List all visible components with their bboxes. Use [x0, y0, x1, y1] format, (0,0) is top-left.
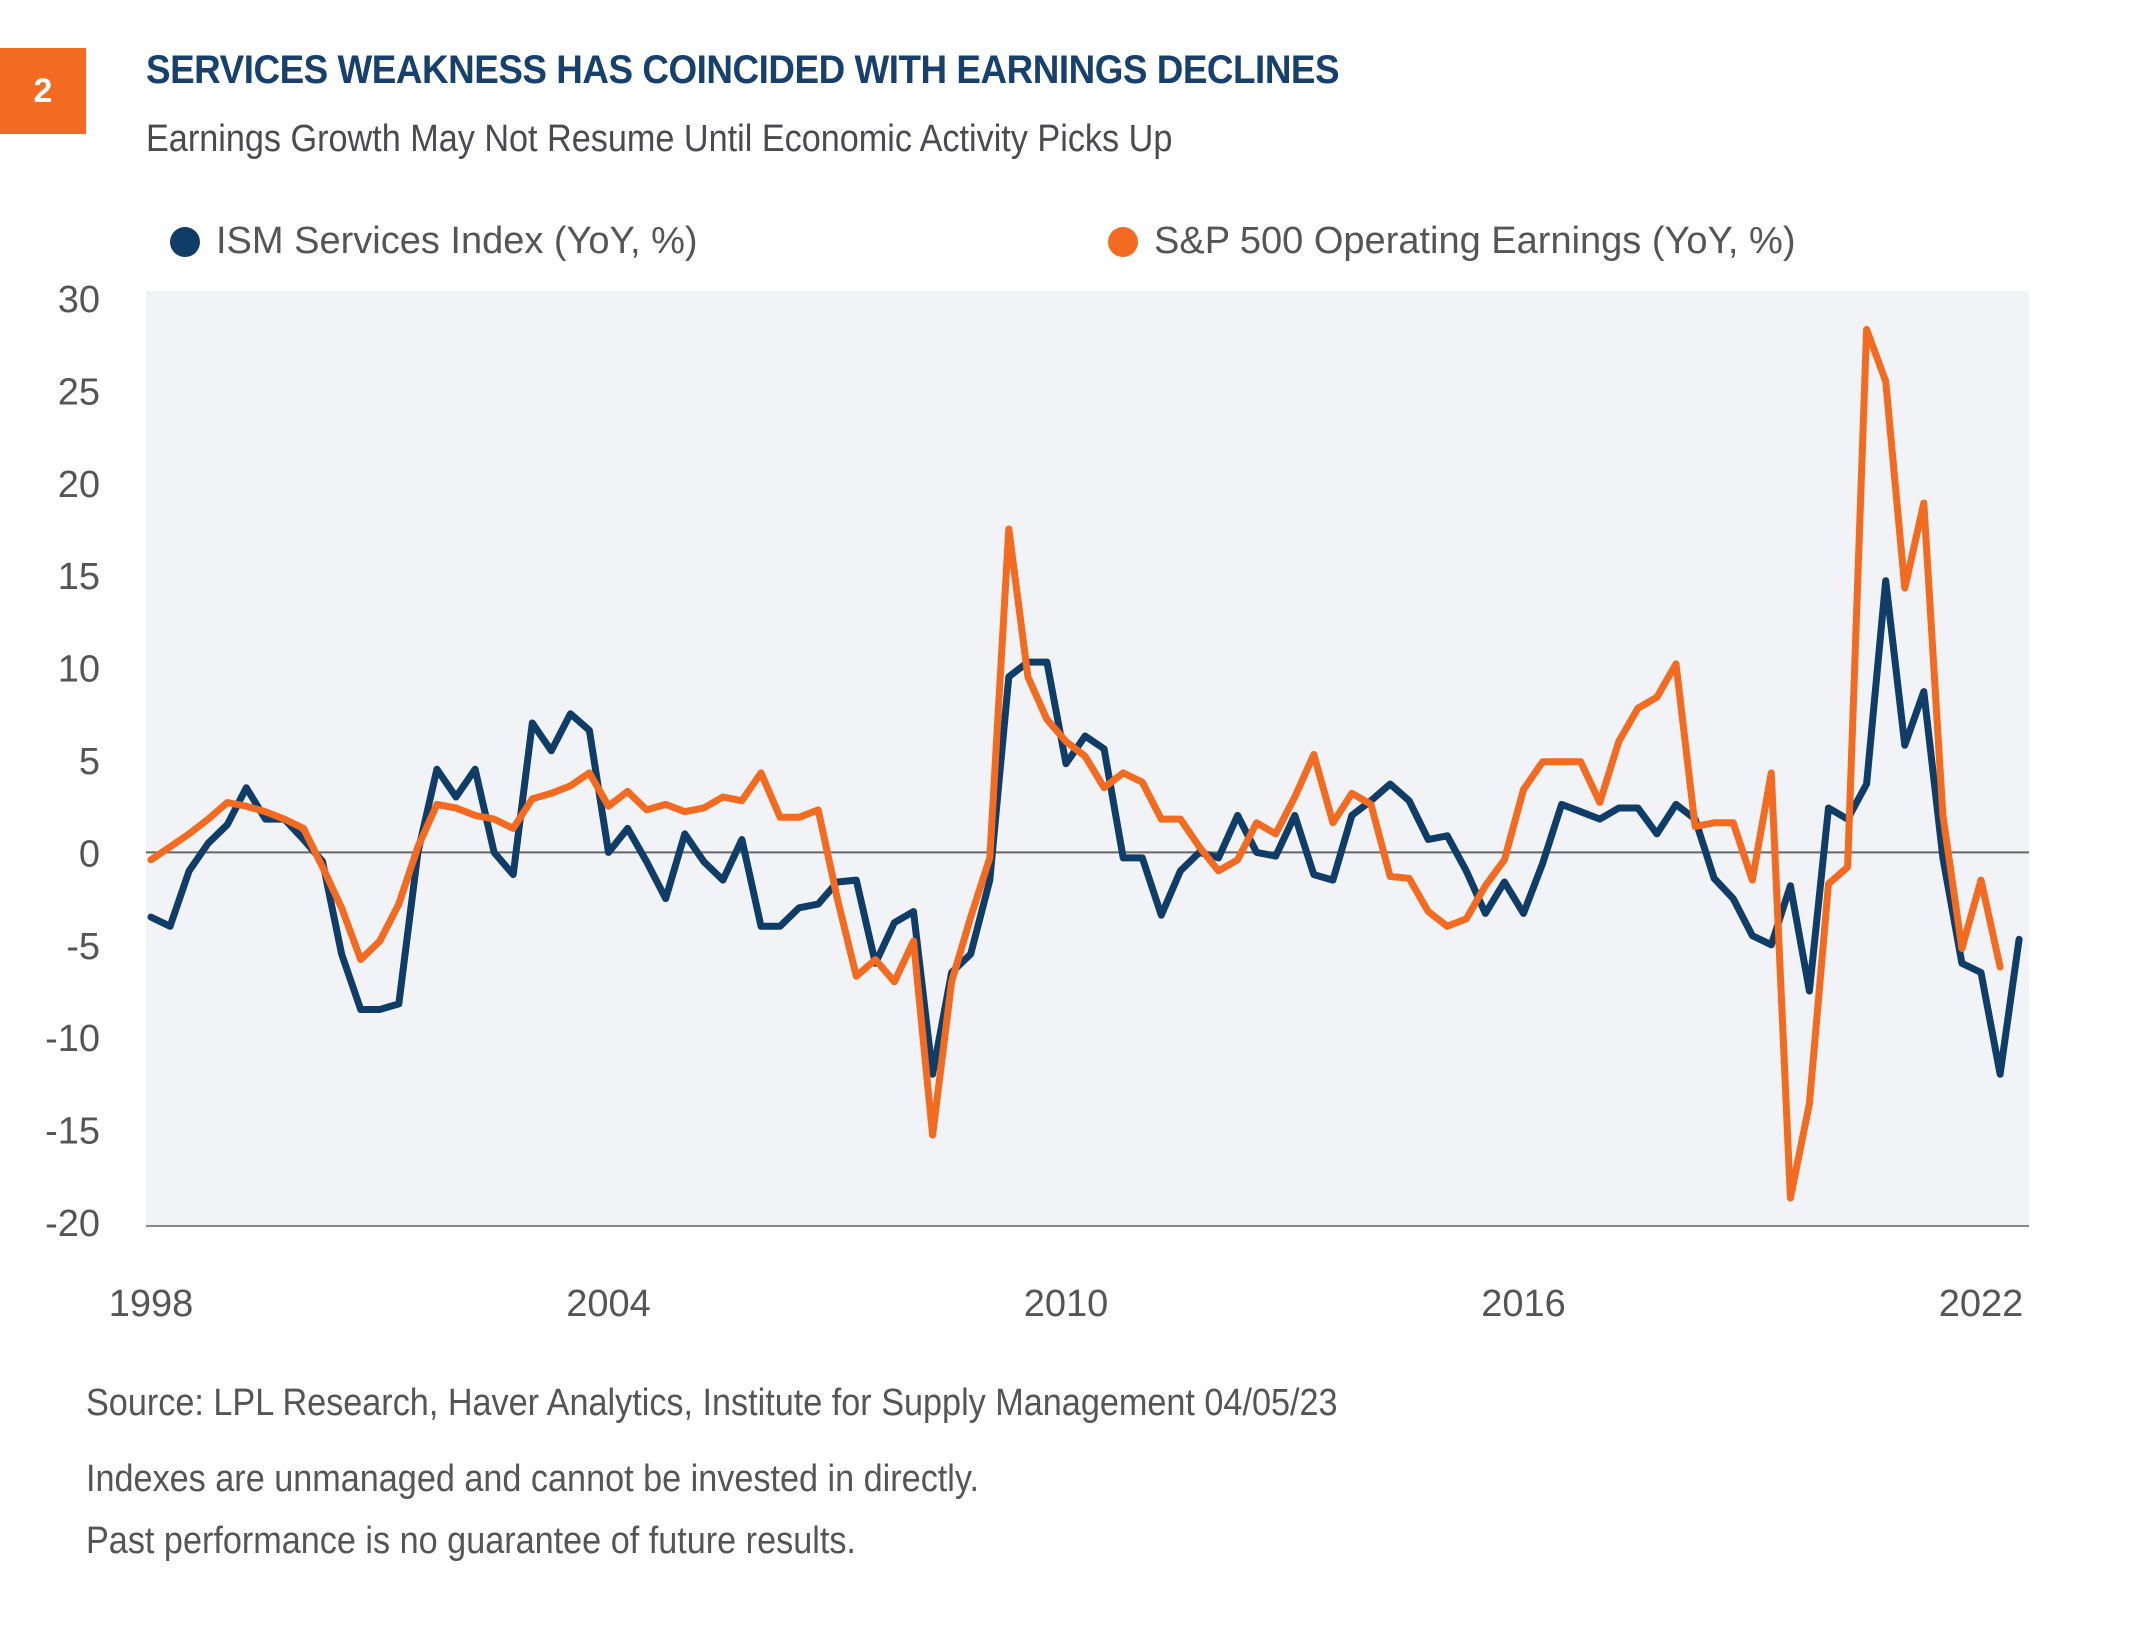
series-group [147, 325, 2023, 1202]
ism-services-line [147, 577, 2023, 1078]
y-tick-label: 15 [58, 556, 100, 598]
legend: ISM Services Index (YoY, %) S&P 500 Oper… [0, 220, 2132, 280]
legend-item-sp500: S&P 500 Operating Earnings (YoY, %) [1108, 220, 1796, 263]
y-axis: 30 25 20 15 10 5 0 -5 -10 -15 -20 [45, 279, 100, 1245]
x-tick-label: 2022 [1939, 1283, 2024, 1325]
y-tick-label: 20 [58, 464, 100, 506]
sp500-earnings-line [147, 325, 2004, 1202]
y-tick-label: 10 [58, 649, 100, 691]
legend-dot-icon [1108, 226, 1138, 257]
source-note: Source: LPL Research, Haver Analytics, I… [86, 1382, 1338, 1424]
x-tick-label: 2010 [1024, 1283, 1109, 1325]
x-tick-label: 2016 [1481, 1283, 1566, 1325]
y-tick-label: -10 [45, 1018, 100, 1060]
x-tick-label: 2004 [566, 1283, 651, 1325]
legend-label: ISM Services Index (YoY, %) [216, 220, 698, 262]
x-tick-label: 1998 [109, 1283, 194, 1325]
x-axis: 1998 2004 2010 2016 2022 [109, 1283, 2024, 1325]
legend-label: S&P 500 Operating Earnings (YoY, %) [1154, 220, 1796, 262]
legend-dot-icon [170, 226, 200, 257]
chart-title: SERVICES WEAKNESS HAS COINCIDED WITH EAR… [146, 48, 1340, 92]
disclaimer-past-performance: Past performance is no guarantee of futu… [86, 1520, 856, 1562]
chart-subtitle: Earnings Growth May Not Resume Until Eco… [146, 118, 1173, 160]
y-tick-label: 0 [79, 833, 100, 875]
disclaimer-unmanaged: Indexes are unmanaged and cannot be inve… [86, 1458, 979, 1500]
figure-number-badge: 2 [0, 48, 86, 134]
y-tick-label: 25 [58, 371, 100, 413]
y-tick-label: 5 [79, 741, 100, 783]
legend-item-ism: ISM Services Index (YoY, %) [170, 220, 698, 263]
y-tick-label: 30 [58, 279, 100, 321]
y-tick-label: -5 [66, 926, 100, 968]
y-tick-label: -15 [45, 1111, 100, 1153]
y-tick-label: -20 [45, 1203, 100, 1245]
